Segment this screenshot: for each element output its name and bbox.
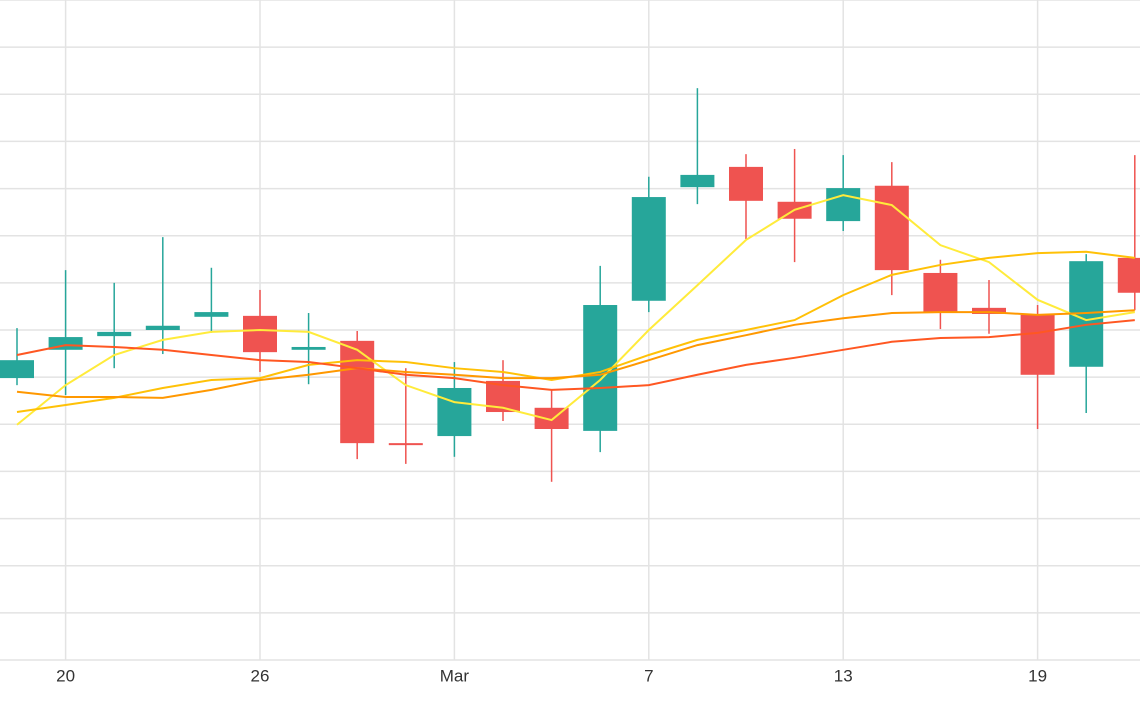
x-tick-label: 7 bbox=[644, 666, 653, 685]
x-tick-label: Mar bbox=[440, 666, 470, 685]
candle-body bbox=[1020, 314, 1055, 375]
candle-body bbox=[729, 166, 763, 201]
candle-body bbox=[680, 174, 715, 188]
candle-body bbox=[243, 315, 277, 353]
moving-average-line bbox=[16, 319, 1135, 391]
moving-average-line bbox=[16, 309, 1135, 399]
candle-body bbox=[194, 312, 229, 317]
candle-body bbox=[437, 387, 472, 437]
candle-body bbox=[145, 325, 180, 330]
candle-body bbox=[340, 340, 375, 444]
candle-body bbox=[0, 360, 34, 379]
candle-body bbox=[388, 443, 423, 446]
x-tick-label: 26 bbox=[251, 666, 270, 685]
candle-body bbox=[923, 272, 958, 313]
candle-body bbox=[874, 185, 909, 271]
candle-body bbox=[826, 188, 861, 222]
candle-body bbox=[972, 307, 1006, 314]
moving-average-line bbox=[16, 194, 1135, 426]
candle-body bbox=[97, 331, 132, 337]
candle-body bbox=[631, 197, 666, 301]
x-tick-label: 13 bbox=[834, 666, 853, 685]
candle-body bbox=[1117, 257, 1140, 293]
candle-body bbox=[291, 346, 326, 350]
x-tick-label: 19 bbox=[1028, 666, 1047, 685]
x-tick-label: 20 bbox=[56, 666, 75, 685]
